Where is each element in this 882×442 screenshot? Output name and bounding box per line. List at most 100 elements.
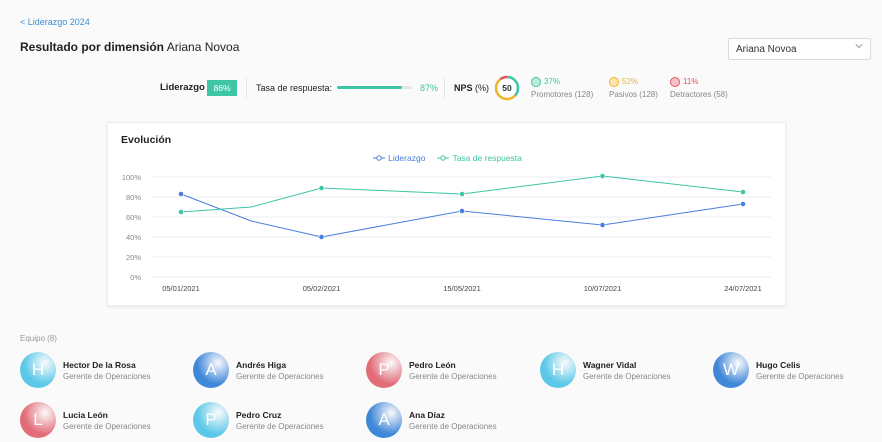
tasa-respuesta-progress	[337, 86, 412, 89]
y-tick-label: 80%	[126, 193, 141, 202]
nps-gauge-pasivos	[494, 75, 520, 101]
tasa-respuesta-label: Tasa de respuesta:	[256, 83, 333, 93]
legend-label: Liderazgo	[388, 153, 426, 163]
member-name: Wagner Vidal	[583, 360, 637, 370]
member-name: Pedro Cruz	[236, 410, 282, 420]
member-name: Andrés Higa	[236, 360, 287, 370]
evolution-chart-card: Evolución Liderazgo Tasa de respuesta 100…	[107, 122, 786, 306]
nps-promotores: 37% Promotores (128)	[531, 76, 593, 99]
nps-detractores: 11% Detractores (58)	[670, 76, 728, 99]
avatar: W	[713, 352, 749, 388]
chart-legend: Liderazgo Tasa de respuesta	[108, 153, 787, 163]
person-select-value: Ariana Novoa	[736, 44, 797, 55]
avatar: P	[193, 402, 229, 438]
avatar: P	[366, 352, 402, 388]
data-point	[740, 201, 746, 207]
tasa-respuesta-progress-fill	[337, 86, 403, 89]
member-role: Gerente de Operaciones	[63, 422, 151, 431]
series-line-liderazgo	[180, 193, 744, 238]
nps-pasivos: 52% Pasivos (128)	[609, 76, 658, 99]
avatar: A	[193, 352, 229, 388]
page-title-label: Resultado por dimensión	[20, 40, 165, 54]
evolution-chart: 100% 80% 60% 40% 20% 0% 05/01/2021 05/02/2021 15…	[122, 173, 771, 293]
team-member-card[interactable]: H Hector De la Rosa Gerente de Operaciones	[20, 352, 190, 388]
tasa-respuesta-value: 87%	[420, 83, 439, 93]
data-point	[318, 185, 325, 191]
nps-gauge-detractores	[494, 75, 520, 101]
nps-gauge	[494, 75, 520, 101]
member-name: Pedro León	[409, 360, 456, 370]
legend-marker-icon	[437, 155, 450, 161]
data-point	[178, 209, 184, 215]
team-member-card[interactable]: P Pedro León Gerente de Operaciones	[366, 352, 536, 388]
y-tick-label: 0%	[130, 273, 141, 282]
data-point	[459, 208, 465, 214]
member-name: Hector De la Rosa	[63, 360, 136, 370]
member-role: Gerente de Operaciones	[236, 422, 324, 431]
chart-title: Evolución	[121, 134, 172, 146]
data-point	[459, 191, 465, 197]
series-line-tasa-respuesta	[180, 175, 744, 213]
happy-face-icon	[531, 76, 541, 87]
y-tick-label: 60%	[126, 213, 141, 222]
detractores-label: Detractores (58)	[670, 90, 728, 99]
y-tick-label: 40%	[126, 233, 141, 242]
member-role: Gerente de Operaciones	[756, 372, 844, 381]
data-point	[740, 189, 746, 195]
page-title-person: Ariana Novoa	[166, 40, 240, 54]
legend-item[interactable]: Tasa de respuesta	[437, 153, 522, 163]
stats-divider	[246, 77, 247, 99]
member-role: Gerente de Operaciones	[63, 372, 151, 381]
liderazgo-score-badge: 86%	[207, 80, 237, 96]
sad-face-icon	[670, 76, 680, 87]
nps-label: NPS (%)	[454, 83, 489, 93]
data-point	[178, 191, 184, 197]
avatar: L	[20, 402, 56, 438]
nps-unit: (%)	[475, 83, 490, 93]
team-member-card[interactable]: A Ana Díaz Gerente de Operaciones	[366, 402, 536, 438]
team-member-card[interactable]: P Pedro Cruz Gerente de Operaciones	[193, 402, 363, 438]
team-member-card[interactable]: W Hugo Celis Gerente de Operaciones	[713, 352, 882, 388]
stats-divider	[444, 77, 445, 99]
legend-marker-icon	[373, 155, 386, 161]
data-point	[599, 173, 606, 179]
x-tick-label: 24/07/2021	[724, 284, 762, 293]
member-name: Lucia León	[63, 410, 108, 420]
nps-label-text: NPS	[454, 83, 473, 93]
member-role: Gerente de Operaciones	[409, 372, 497, 381]
pasivos-pct: 52%	[622, 77, 639, 86]
pasivos-label: Pasivos (128)	[609, 90, 658, 99]
data-point	[318, 234, 325, 240]
page-title: Resultado por dimensión Ariana Novoa	[20, 40, 239, 54]
legend-item[interactable]: Liderazgo	[373, 153, 425, 163]
avatar: H	[540, 352, 576, 388]
neutral-face-icon	[609, 76, 619, 87]
person-select[interactable]: Ariana Novoa	[728, 38, 871, 60]
avatar: H	[20, 352, 56, 388]
data-point	[599, 222, 606, 228]
member-name: Hugo Celis	[756, 360, 801, 370]
x-tick-label: 10/07/2021	[584, 284, 622, 293]
promotores-label: Promotores (128)	[531, 90, 594, 99]
back-link[interactable]: < Liderazgo 2024	[20, 17, 90, 27]
x-tick-label: 05/02/2021	[303, 284, 341, 293]
x-tick-label: 15/05/2021	[443, 284, 481, 293]
promotores-pct: 37%	[544, 77, 561, 86]
y-tick-label: 20%	[126, 253, 141, 262]
member-role: Gerente de Operaciones	[583, 372, 671, 381]
chevron-down-icon	[855, 44, 863, 49]
y-tick-label: 100%	[122, 173, 142, 182]
team-title: Equipo (8)	[20, 334, 57, 343]
liderazgo-label: Liderazgo	[160, 82, 205, 93]
x-tick-label: 05/01/2021	[162, 284, 200, 293]
detractores-pct: 11%	[683, 77, 699, 86]
team-member-card[interactable]: H Wagner Vidal Gerente de Operaciones	[540, 352, 710, 388]
legend-label: Tasa de respuesta	[452, 153, 522, 163]
team-member-card[interactable]: L Lucia León Gerente de Operaciones	[20, 402, 190, 438]
member-name: Ana Díaz	[409, 410, 445, 420]
avatar: A	[366, 402, 402, 438]
team-member-card[interactable]: A Andrés Higa Gerente de Operaciones	[193, 352, 363, 388]
nps-score: 50	[502, 83, 512, 93]
member-role: Gerente de Operaciones	[236, 372, 324, 381]
stats-bar: Liderazgo 86% Tasa de respuesta: 87% NPS…	[0, 72, 882, 106]
